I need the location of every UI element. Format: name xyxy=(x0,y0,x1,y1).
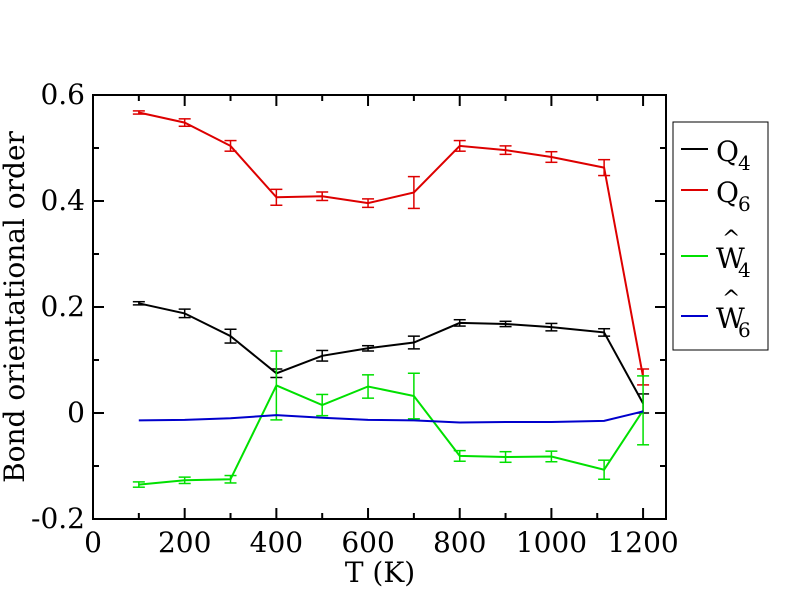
x-tick-label: 1200 xyxy=(607,526,678,559)
y-tick-label: 0 xyxy=(67,396,85,429)
legend-subscript: 6 xyxy=(738,318,751,342)
series-line xyxy=(138,111,645,378)
legend-hat: ^ xyxy=(722,287,740,312)
x-tick-label: 200 xyxy=(158,526,211,559)
y-axis-label: Bond orientational order xyxy=(0,130,31,482)
series-q6 xyxy=(132,110,650,386)
legend-subscript: 4 xyxy=(738,151,751,175)
y-tick-label: 0.6 xyxy=(40,78,85,111)
series-w4-hat xyxy=(132,350,650,488)
legend-hat: ^ xyxy=(722,227,740,252)
series-line xyxy=(138,384,644,486)
y-tick-labels: -0.2 0 0.2 0.4 0.6 xyxy=(31,78,85,535)
series-layer xyxy=(132,110,650,488)
legend: Q 4Q 6W4^W6^ xyxy=(672,121,769,351)
legend-subscript: 4 xyxy=(738,258,751,282)
legend-label: Q xyxy=(716,176,739,209)
series-w6-hat xyxy=(138,410,644,424)
x-tick-label: 1000 xyxy=(516,526,587,559)
x-tick-label: 800 xyxy=(433,526,486,559)
legend-label: W xyxy=(716,242,745,275)
series-line xyxy=(138,302,644,404)
legend-subscript: 6 xyxy=(738,192,751,216)
x-tick-label: 600 xyxy=(341,526,394,559)
x-tick-label: 400 xyxy=(250,526,303,559)
x-axis-label: T (K) xyxy=(345,556,415,589)
y-tick-label: 0.2 xyxy=(40,290,85,323)
series-line xyxy=(138,410,644,424)
plot-frame xyxy=(92,94,667,520)
series-q4 xyxy=(132,300,650,414)
axis-ticks xyxy=(92,94,666,520)
x-tick-labels: 0 200 400 600 800 1000 1200 xyxy=(84,526,679,559)
y-tick-label: 0.4 xyxy=(40,184,85,217)
legend-label: W xyxy=(716,302,745,335)
y-tick-label: -0.2 xyxy=(31,502,85,535)
legend-box xyxy=(672,121,769,351)
legend-label: Q xyxy=(716,135,739,168)
x-tick-label: 0 xyxy=(84,526,102,559)
